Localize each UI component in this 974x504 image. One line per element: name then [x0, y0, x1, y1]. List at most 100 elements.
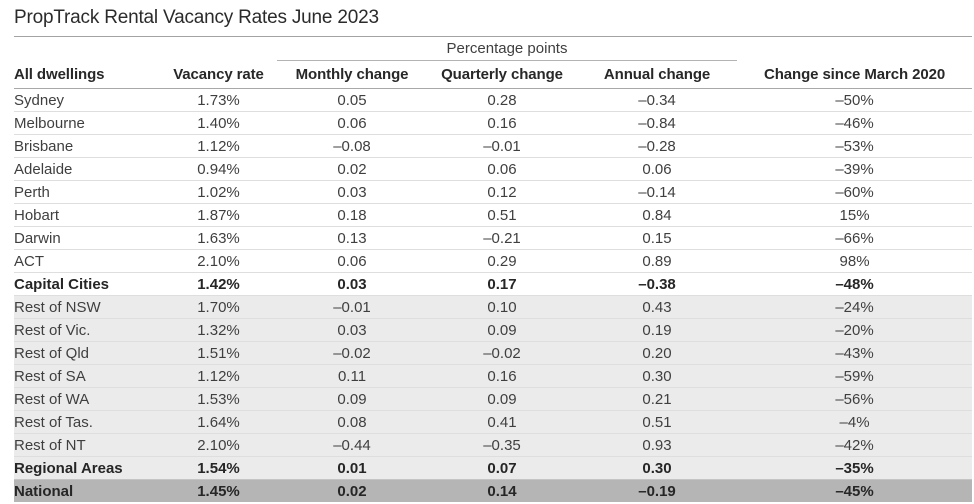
table-row: Rest of NT 2.10% –0.44 –0.35 0.93 –42%: [14, 433, 973, 457]
cell-vacancy-rate: 1.12%: [160, 134, 277, 158]
cell-vacancy-rate: 2.10%: [160, 433, 277, 457]
cell-change-since-march-2020: –35%: [737, 456, 973, 480]
cell-monthly-change: 0.05: [337, 91, 367, 109]
group-header-row: Percentage points: [14, 37, 972, 61]
row-label: Perth: [14, 180, 160, 204]
table-row: Brisbane 1.12% –0.08 –0.01 –0.28 –53%: [14, 134, 973, 158]
vacancy-rates-table: Percentage points All dwellings Vacancy …: [14, 37, 973, 502]
column-header-quarterly-change: Quarterly change: [427, 60, 577, 89]
cell-vacancy-rate: 1.40%: [160, 111, 277, 135]
column-header-annual-change: Annual change: [577, 60, 738, 89]
table-row: Perth 1.02% 0.03 0.12 –0.14 –60%: [14, 180, 973, 204]
cell-quarterly-change: 0.14: [427, 479, 577, 502]
cell-annual-change: 0.06: [577, 157, 738, 181]
cell-annual-change: –0.28: [577, 134, 738, 158]
table-row: Sydney 1.73% 0.05 0.28 –0.34 –50%: [14, 89, 972, 112]
row-label: Rest of Tas.: [14, 410, 160, 434]
table-row: Rest of Tas. 1.64% 0.08 0.41 0.51 –4%: [14, 410, 973, 434]
cell-change-since-march-2020: 98%: [737, 249, 973, 273]
cell-quarterly-change: 0.06: [427, 157, 577, 181]
cell-annual-change: –0.19: [577, 479, 738, 502]
cell-monthly-change: 0.18: [277, 203, 427, 227]
cell-vacancy-rate: 1.02%: [160, 180, 277, 204]
cell-quarterly-change: 0.10: [427, 295, 577, 319]
row-label: Adelaide: [14, 157, 160, 181]
row-label: Darwin: [14, 226, 160, 250]
row-label: Sydney: [14, 91, 65, 109]
cell-monthly-change: 0.08: [277, 410, 427, 434]
cell-annual-change: 0.43: [577, 295, 738, 319]
row-label: Rest of Qld: [14, 341, 160, 365]
row-label: National: [14, 479, 160, 502]
cell-annual-change: 0.19: [577, 318, 738, 342]
title-suffix: June 2023: [286, 7, 379, 28]
row-label: Rest of NT: [14, 433, 160, 457]
row-label: Capital Cities: [14, 272, 160, 296]
cell-monthly-change: 0.03: [277, 318, 427, 342]
cell-vacancy-rate: 1.63%: [160, 226, 277, 250]
cell-vacancy-rate: 1.32%: [160, 318, 277, 342]
cell-change-since-march-2020: –59%: [737, 364, 973, 388]
cell-quarterly-change: 0.09: [427, 318, 577, 342]
row-label: Rest of WA: [14, 387, 160, 411]
cell-vacancy-rate: 1.87%: [160, 203, 277, 227]
cell-change-since-march-2020: –24%: [737, 295, 973, 319]
table-row: Darwin 1.63% 0.13 –0.21 0.15 –66%: [14, 226, 973, 250]
table-row: Rest of SA 1.12% 0.11 0.16 0.30 –59%: [14, 364, 973, 388]
column-header-change-since-march-2020: Change since March 2020: [737, 60, 973, 89]
row-label: Brisbane: [14, 134, 160, 158]
cell-quarterly-change: 0.29: [427, 249, 577, 273]
cell-annual-change: –0.34: [638, 91, 676, 109]
cell-change-since-march-2020: –56%: [737, 387, 973, 411]
table-row: Rest of NSW 1.70% –0.01 0.10 0.43 –24%: [14, 295, 973, 319]
column-header-vacancy-rate: Vacancy rate: [160, 60, 277, 89]
cell-change-since-march-2020: –66%: [737, 226, 973, 250]
cell-change-since-march-2020: –53%: [737, 134, 973, 158]
cell-monthly-change: 0.13: [277, 226, 427, 250]
cell-vacancy-rate: 1.64%: [160, 410, 277, 434]
cell-quarterly-change: 0.16: [427, 364, 577, 388]
cell-change-since-march-2020: 15%: [737, 203, 973, 227]
table-row: Regional Areas 1.54% 0.01 0.07 0.30 –35%: [14, 456, 973, 480]
cell-quarterly-change: 0.16: [427, 111, 577, 135]
cell-change-since-march-2020: –20%: [737, 318, 973, 342]
cell-quarterly-change: 0.09: [427, 387, 577, 411]
cell-change-since-march-2020: –50%: [835, 91, 874, 109]
row-label: Regional Areas: [14, 456, 160, 480]
cell-vacancy-rate: 1.70%: [160, 295, 277, 319]
cell-monthly-change: –0.02: [277, 341, 427, 365]
row-label: Hobart: [14, 203, 160, 227]
cell-quarterly-change: –0.21: [427, 226, 577, 250]
cell-change-since-march-2020: –42%: [737, 433, 973, 457]
table-row: ACT 2.10% 0.06 0.29 0.89 98%: [14, 249, 973, 273]
cell-annual-change: 0.20: [577, 341, 738, 365]
cell-monthly-change: 0.01: [277, 456, 427, 480]
cell-monthly-change: –0.01: [277, 295, 427, 319]
cell-vacancy-rate: 1.54%: [160, 456, 277, 480]
cell-vacancy-rate: 1.45%: [160, 479, 277, 502]
cell-annual-change: 0.30: [577, 456, 738, 480]
cell-change-since-march-2020: –4%: [737, 410, 973, 434]
cell-annual-change: 0.84: [577, 203, 738, 227]
cell-monthly-change: 0.03: [277, 180, 427, 204]
group-header-percentage-points: Percentage points: [277, 37, 738, 61]
cell-vacancy-rate: 0.94%: [160, 157, 277, 181]
cell-annual-change: 0.89: [577, 249, 738, 273]
row-label: Rest of Vic.: [14, 318, 160, 342]
table-row: Rest of Vic. 1.32% 0.03 0.09 0.19 –20%: [14, 318, 973, 342]
cell-quarterly-change: 0.41: [427, 410, 577, 434]
cell-quarterly-change: –0.35: [427, 433, 577, 457]
table-row: Capital Cities 1.42% 0.03 0.17 –0.38 –48%: [14, 272, 973, 296]
cell-vacancy-rate: 1.42%: [160, 272, 277, 296]
table-row: Melbourne 1.40% 0.06 0.16 –0.84 –46%: [14, 111, 973, 135]
cell-annual-change: 0.15: [577, 226, 738, 250]
column-header-monthly-change: Monthly change: [277, 60, 427, 89]
table-row: National 1.45% 0.02 0.14 –0.19 –45%: [14, 479, 973, 502]
group-spacer-left: [14, 37, 277, 61]
cell-annual-change: –0.38: [577, 272, 738, 296]
table-head: Percentage points All dwellings Vacancy …: [14, 37, 973, 89]
cell-vacancy-rate: 1.53%: [160, 387, 277, 411]
row-label: Rest of SA: [14, 364, 160, 388]
cell-monthly-change: 0.11: [277, 364, 427, 388]
cell-annual-change: –0.84: [577, 111, 738, 135]
